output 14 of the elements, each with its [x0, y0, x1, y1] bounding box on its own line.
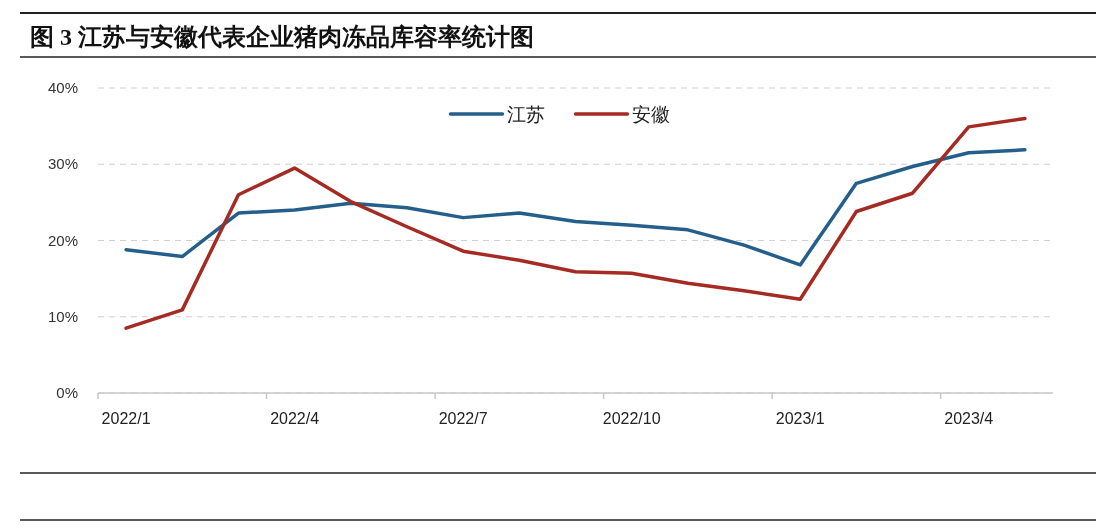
legend-label: 安徽	[631, 104, 670, 125]
x-tick-label: 2022/4	[270, 410, 320, 427]
x-tick-label: 2022/1	[101, 410, 151, 427]
y-tick-label: 30%	[47, 155, 78, 173]
chart-title: 图 3 江苏与安徽代表企业猪肉冻品库容率统计图	[30, 24, 534, 50]
legend-label: 江苏	[506, 104, 545, 125]
y-tick-label: 10%	[47, 307, 78, 325]
x-tick-label: 2023/4	[944, 410, 994, 427]
x-tick-label: 2023/1	[775, 410, 825, 427]
x-tick-label: 2022/10	[602, 410, 661, 427]
y-tick-label: 40%	[47, 79, 78, 96]
y-tick-label: 0%	[56, 384, 78, 401]
x-tick-label: 2022/7	[438, 410, 488, 427]
y-tick-label: 20%	[47, 231, 78, 249]
